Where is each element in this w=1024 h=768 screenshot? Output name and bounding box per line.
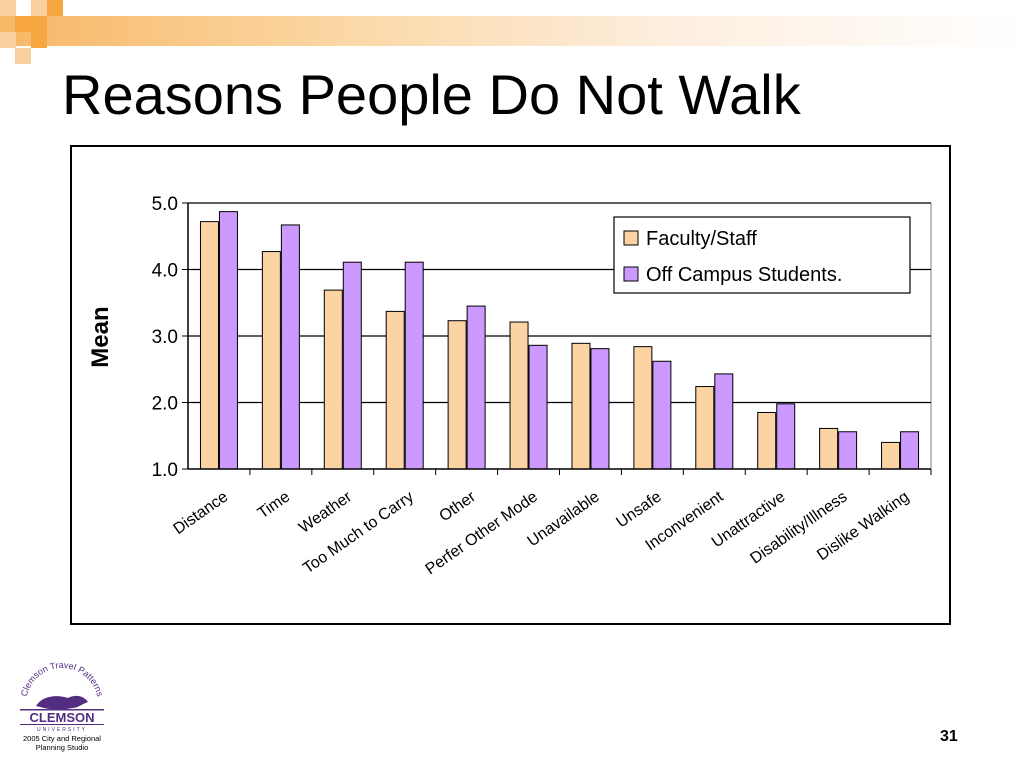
- bar: [466, 305, 486, 470]
- bar: [528, 344, 548, 470]
- bar: [218, 211, 238, 470]
- bar: [757, 411, 777, 470]
- bar: [819, 427, 839, 470]
- bar: [280, 224, 300, 470]
- x-tick-label: Weather: [296, 488, 356, 537]
- logo-sub: UNIVERSITY: [37, 727, 87, 733]
- y-tick-label: 3.0: [152, 327, 178, 348]
- decor-square: [31, 32, 47, 48]
- decor-square: [15, 16, 31, 32]
- bar: [881, 441, 901, 470]
- decor-square: [0, 32, 16, 48]
- bar: [261, 251, 281, 470]
- bar: [571, 342, 591, 470]
- decor-square: [31, 0, 47, 16]
- decor-square: [47, 0, 63, 16]
- legend-swatch: [623, 230, 639, 246]
- title-accent-band: [0, 16, 1024, 46]
- logo-arc-text: Clemson Travel Patterns: [19, 660, 105, 698]
- bar: [447, 320, 467, 470]
- legend-label: Off Campus Students.: [646, 264, 842, 286]
- slide-title: Reasons People Do Not Walk: [62, 63, 801, 126]
- bar: [385, 310, 405, 470]
- bar: [652, 360, 672, 470]
- y-axis-title: Mean: [87, 306, 114, 367]
- legend-label: Faculty/Staff: [646, 228, 757, 250]
- clemson-logo: Clemson Travel Patterns CLEMSON UNIVERSI…: [19, 660, 105, 752]
- y-tick-label: 5.0: [152, 194, 178, 215]
- bar: [199, 221, 219, 470]
- x-tick-label: Time: [255, 488, 293, 522]
- logo-caption-line1: 2005 City and Regional: [23, 734, 101, 743]
- bar: [633, 346, 653, 470]
- legend-swatch: [623, 266, 639, 282]
- bar: [714, 373, 734, 470]
- x-tick-label: Other: [436, 488, 479, 525]
- bar: [900, 431, 920, 470]
- logo-name: CLEMSON: [30, 710, 95, 725]
- decor-square: [31, 16, 47, 32]
- bar: [776, 403, 796, 470]
- tiger-icon: [36, 695, 88, 710]
- x-tick-label: Too Much to Carry: [300, 488, 417, 577]
- bar: [404, 261, 424, 470]
- x-tick-label: Unsafe: [613, 488, 664, 531]
- legend-box: [613, 216, 911, 294]
- y-tick-label: 1.0: [152, 460, 178, 481]
- bar: [590, 348, 610, 470]
- x-tick-label: Distance: [171, 488, 232, 538]
- decor-square: [0, 0, 16, 16]
- bar: [342, 261, 362, 470]
- y-tick-label: 4.0: [152, 261, 178, 282]
- y-tick-label: 2.0: [152, 394, 178, 415]
- bar: [838, 431, 858, 470]
- decor-square: [15, 48, 31, 64]
- logo-caption-line2: Planning Studio: [36, 743, 89, 752]
- x-tick-label: Perfer Other Mode: [423, 488, 541, 578]
- bar: [509, 321, 529, 470]
- bar: [695, 386, 715, 470]
- page-number: 31: [940, 728, 958, 745]
- bar: [323, 289, 343, 470]
